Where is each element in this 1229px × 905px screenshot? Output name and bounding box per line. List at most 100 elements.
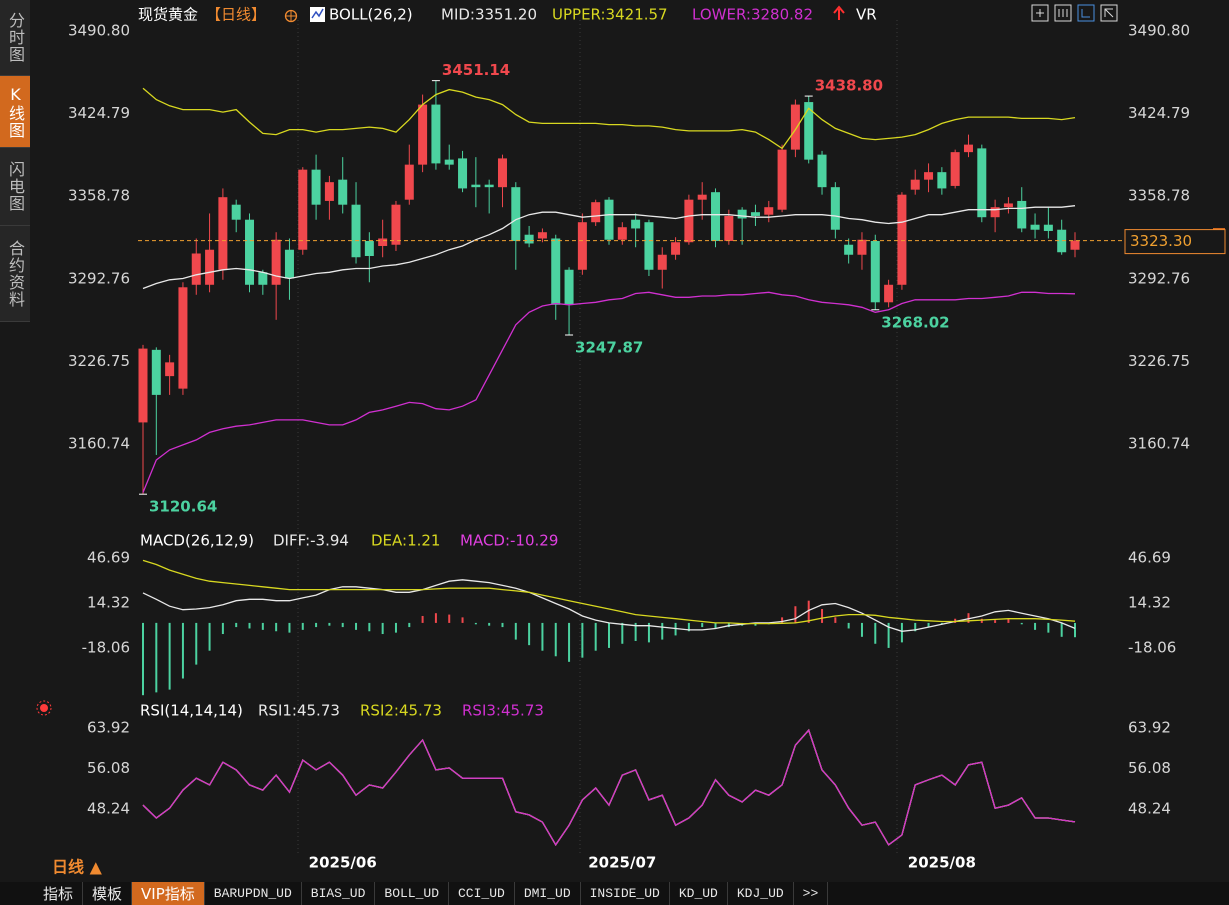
candle-body [644, 222, 654, 270]
candle-body [897, 194, 907, 285]
tool-icon[interactable] [1031, 4, 1049, 22]
y-tick-label: 3358.78 [68, 187, 130, 205]
candle-body [790, 104, 800, 150]
tab[interactable]: INSIDE_UD [581, 882, 670, 905]
candle-body [338, 179, 348, 205]
extreme-label: 3120.64 [149, 498, 217, 516]
y-tick-label: 3292.76 [68, 269, 130, 287]
tool-icon[interactable] [1054, 4, 1072, 22]
legend-entry: RSI3:45.73 [462, 702, 544, 720]
candle-body [737, 209, 747, 219]
period-button[interactable]: 日线 ▲ [52, 858, 103, 877]
candle-body [937, 172, 947, 189]
candle-body [191, 253, 201, 285]
sidebar-tab[interactable]: 分时图 [0, 0, 30, 76]
candle-body [391, 204, 401, 245]
tool-icon-glyph [1104, 8, 1114, 18]
y-tick-label: 14.32 [1128, 594, 1171, 612]
y-tick-label: 3226.75 [68, 352, 130, 370]
candle-body [924, 172, 934, 180]
candle-body [231, 204, 241, 220]
candle-body [378, 238, 388, 246]
sidebar-tab[interactable]: 闪电图 [0, 148, 30, 226]
legend-entry: RSI1:45.73 [258, 702, 340, 720]
extreme-label: 3451.14 [442, 61, 510, 79]
tab[interactable]: 模板 [83, 882, 133, 905]
tool-icon-glyph [1081, 9, 1090, 18]
candle-body [604, 199, 614, 240]
indicator-line [142, 205, 1076, 290]
tab[interactable]: VIP指标 [132, 882, 205, 905]
y-tick-label: 3160.74 [68, 435, 130, 453]
candle-body [271, 239, 281, 285]
y-tick-label: 48.24 [1128, 799, 1171, 817]
legend-entry: LOWER:3280.82 [692, 6, 813, 24]
candle-body [165, 362, 175, 377]
candle-body [817, 154, 827, 188]
candle-body [284, 249, 294, 279]
y-tick-label: 3226.75 [1128, 352, 1190, 370]
y-tick-label: 3424.79 [68, 104, 130, 122]
y-tick-label: 56.08 [87, 759, 130, 777]
tool-icon-glyph [1036, 9, 1044, 17]
tab[interactable]: KDJ_UD [728, 882, 794, 905]
candle-body [1003, 203, 1013, 208]
candle-body [351, 204, 361, 258]
last-price-label: 3323.30 [1130, 232, 1192, 250]
candle-body [511, 187, 521, 241]
legend-entry: MACD:-10.29 [460, 532, 558, 550]
tab[interactable]: BARUPDN_UD [205, 882, 302, 905]
settings-icon[interactable] [40, 704, 48, 712]
candle-body [1030, 224, 1040, 230]
tool-icon[interactable] [1077, 4, 1095, 22]
candle-body [910, 179, 920, 190]
panel-title: MACD(26,12,9) [140, 532, 254, 550]
y-tick-label: 3160.74 [1128, 435, 1190, 453]
candle-body [844, 244, 854, 255]
candle-body [617, 227, 627, 240]
indicator-label: BOLL(26,2) [329, 6, 413, 24]
legend-entry: UPPER:3421.57 [552, 6, 668, 24]
candle-body [404, 164, 414, 200]
candle-body [963, 144, 973, 153]
tab[interactable]: 指标 [34, 882, 84, 905]
candle-body [830, 187, 840, 230]
candle-body [750, 212, 760, 216]
candle-body [804, 102, 814, 160]
candle-body [524, 234, 534, 244]
tool-icon[interactable] [1100, 4, 1118, 22]
tab[interactable]: BOLL_UD [375, 882, 449, 905]
candle-body [884, 284, 894, 303]
tab[interactable]: CCI_UD [449, 882, 515, 905]
extreme-label: 3268.02 [881, 313, 949, 331]
candle-body [990, 207, 1000, 218]
candle-body [950, 152, 960, 186]
legend-entry: DIFF:-3.94 [273, 532, 349, 550]
x-tick-label: 2025/06 [309, 854, 377, 872]
y-tick-label: 3424.79 [1128, 104, 1190, 122]
indicator-line [142, 579, 1076, 632]
sidebar-tab[interactable]: K线图 [0, 76, 30, 148]
candle-body [298, 169, 308, 250]
candle-body [577, 222, 587, 270]
candle-body [471, 184, 481, 188]
legend-entry: MID:3351.20 [441, 6, 537, 24]
candle-body [857, 239, 867, 255]
toolbar-icons [1031, 4, 1118, 22]
tab[interactable]: DMI_UD [515, 882, 581, 905]
y-tick-label: 46.69 [87, 549, 130, 567]
extreme-label: 3438.80 [815, 77, 883, 95]
extra-indicator: VR [856, 6, 877, 24]
tab[interactable]: >> [794, 882, 829, 905]
sidebar-tab[interactable]: 合约资料 [0, 226, 30, 322]
y-tick-label: 56.08 [1128, 759, 1171, 777]
tab[interactable]: BIAS_UD [302, 882, 376, 905]
y-tick-label: 3358.78 [1128, 187, 1190, 205]
candle-body [364, 240, 374, 256]
candle-body [870, 240, 880, 303]
y-tick-label: -18.06 [82, 639, 130, 657]
tab[interactable]: KD_UD [670, 882, 728, 905]
y-tick-label: 14.32 [87, 594, 130, 612]
candle-body [764, 207, 774, 215]
